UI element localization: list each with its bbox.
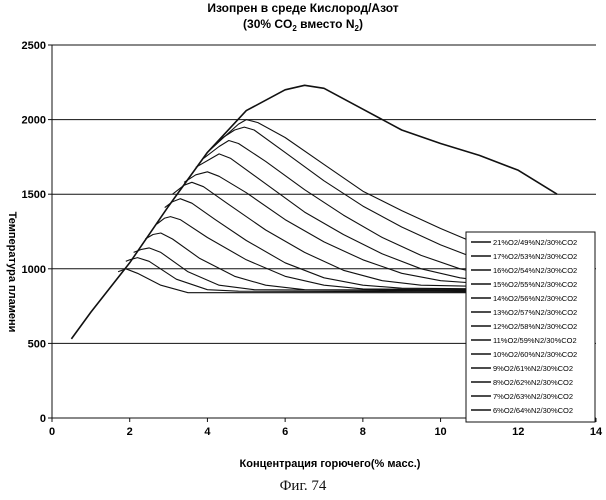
y-axis-label: Температура пламени (6, 212, 18, 333)
y-tick-label: 1000 (22, 264, 46, 276)
legend-entry: 11%O2/59%N2/30%CO2 (493, 336, 577, 345)
series-line-9 (156, 216, 496, 291)
legend-entry: 15%O2/55%N2/30%CO2 (493, 280, 577, 289)
chart-subtitle: (30% CO2 вместо N2) (243, 17, 363, 33)
series-line-4 (203, 139, 496, 277)
x-tick-label: 2 (127, 426, 133, 438)
series-line-5 (195, 153, 496, 283)
x-tick-label: 12 (512, 426, 524, 438)
series-line-7 (172, 181, 496, 288)
legend-entry: 21%O2/49%N2/30%CO2 (493, 238, 577, 247)
legend-box (465, 231, 596, 423)
legend-entry: 6%O2/64%N2/30%CO2 (493, 406, 573, 415)
series-line-13 (117, 268, 495, 294)
legend-entry: 7%O2/63%N2/30%CO2 (493, 392, 573, 401)
legend-entry: 14%O2/56%N2/30%CO2 (493, 294, 577, 303)
legend-entry: 16%O2/54%N2/30%CO2 (493, 266, 577, 275)
y-tick-label: 2000 (22, 115, 46, 127)
series-line-1 (70, 84, 558, 340)
legend-entry: 10%O2/60%N2/30%CO2 (493, 350, 577, 359)
legend-entry: 12%O2/58%N2/30%CO2 (493, 322, 577, 331)
series-line-3 (207, 126, 496, 265)
x-tick-label: 0 (49, 426, 55, 438)
series-line-12 (125, 257, 496, 293)
series-line-2 (207, 119, 496, 252)
x-tick-label: 10 (434, 426, 446, 438)
legend-entry: 17%O2/53%N2/30%CO2 (493, 252, 577, 261)
series-lines (70, 84, 558, 340)
x-tick-label: 8 (360, 426, 366, 438)
y-tick-label: 500 (28, 338, 46, 350)
x-axis-label: Концентрация горючего(% масс.) (240, 458, 421, 470)
series-line-10 (145, 232, 496, 291)
chart: Изопрен в среде Кислород/Азот (30% CO2 в… (6, 1, 603, 470)
x-tick-label: 6 (282, 426, 288, 438)
x-tick-label: 4 (204, 426, 211, 438)
x-tick-label: 14 (590, 426, 603, 438)
y-tick-label: 0 (40, 413, 46, 425)
chart-title: Изопрен в среде Кислород/Азот (207, 1, 398, 15)
tick-labels: 0 500 1000 1500 2000 2500 0 2 4 6 8 10 12 14 (22, 40, 603, 438)
legend-entry: 9%O2/61%N2/30%CO2 (493, 364, 573, 373)
series-line-6 (183, 171, 496, 286)
figure-caption: Фиг. 74 (279, 478, 327, 494)
y-tick-label: 2500 (22, 40, 46, 52)
series-line-11 (133, 247, 496, 292)
legend-entry: 13%O2/57%N2/30%CO2 (493, 308, 577, 317)
series-line-8 (164, 198, 496, 290)
legend: 21%O2/49%N2/30%CO2 17%O2/53%N2/30%CO2 16%O… (465, 231, 596, 423)
y-tick-label: 1500 (22, 189, 46, 201)
legend-entry: 8%O2/62%N2/30%CO2 (493, 378, 573, 387)
